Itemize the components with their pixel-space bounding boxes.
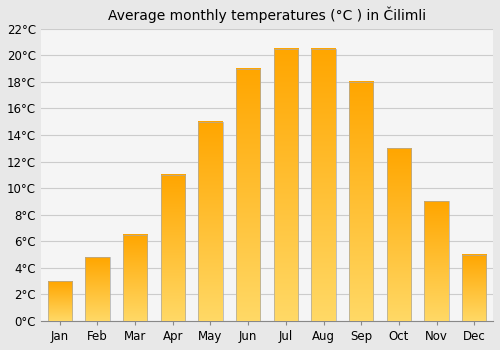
Bar xyxy=(424,202,449,321)
Bar xyxy=(198,122,222,321)
Bar xyxy=(160,175,185,321)
Title: Average monthly temperatures (°C ) in Čilimli: Average monthly temperatures (°C ) in Či… xyxy=(108,7,426,23)
Bar xyxy=(236,69,260,321)
Bar xyxy=(312,49,336,321)
Bar xyxy=(274,49,298,321)
Bar xyxy=(123,235,148,321)
Bar xyxy=(85,257,110,321)
Bar xyxy=(462,254,486,321)
Bar xyxy=(349,82,374,321)
Bar xyxy=(386,148,411,321)
Bar xyxy=(48,281,72,321)
